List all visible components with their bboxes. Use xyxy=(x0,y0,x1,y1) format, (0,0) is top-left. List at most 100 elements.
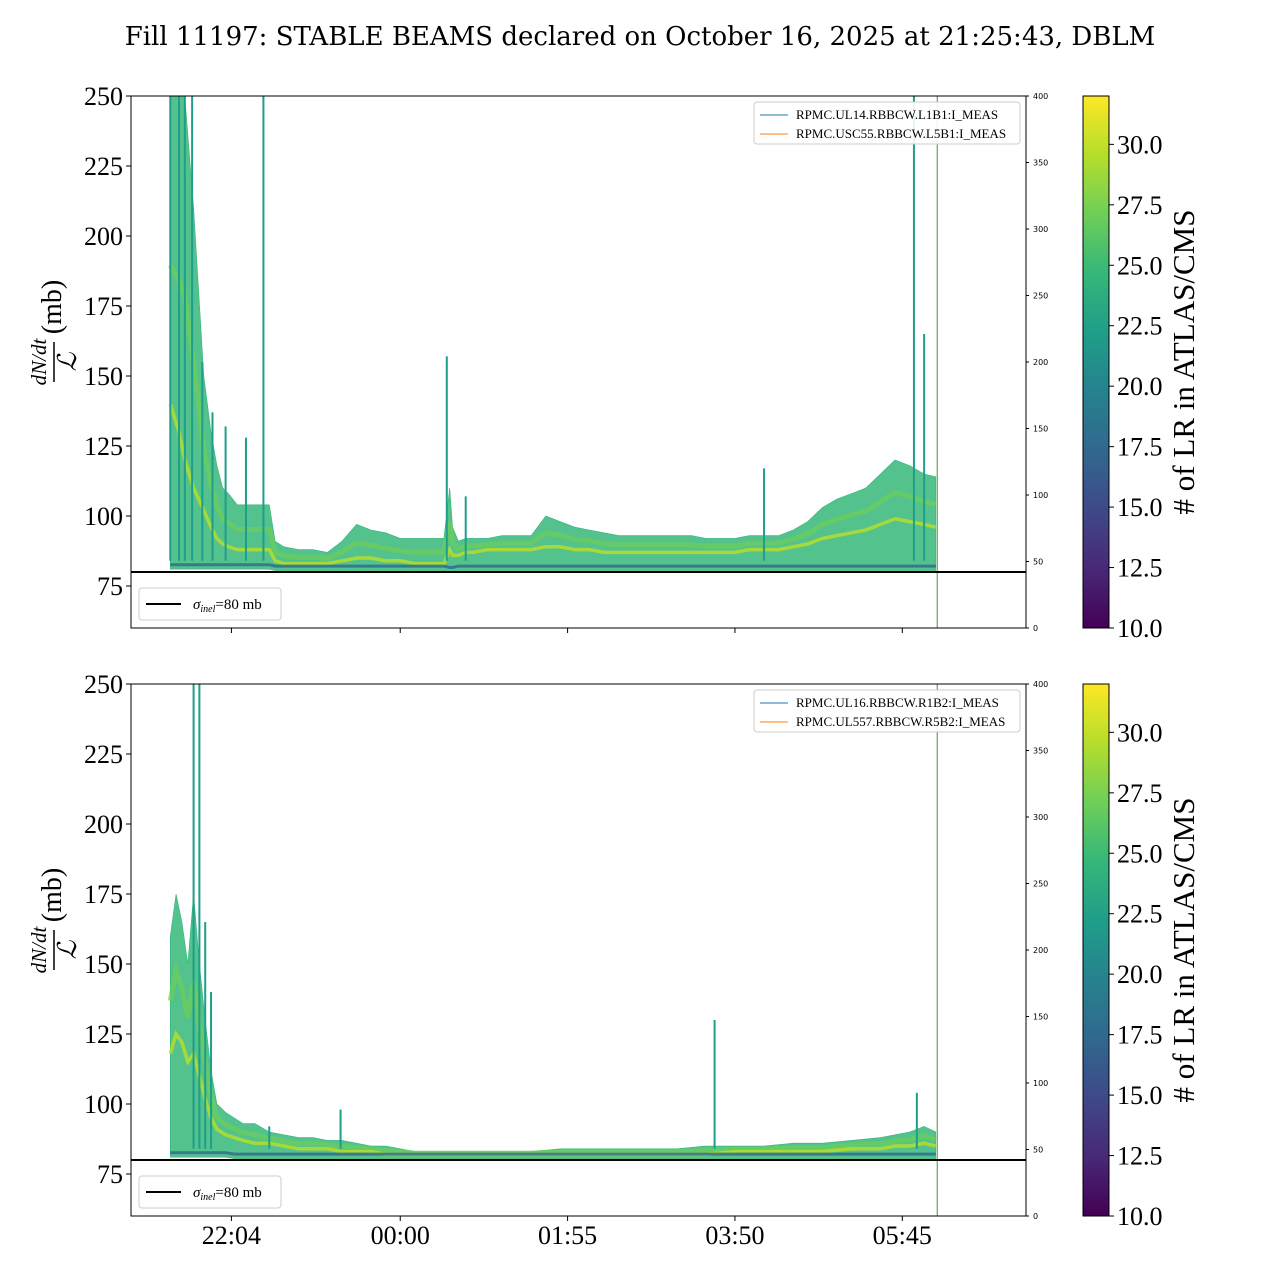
reference-legend: σinel=80 mb xyxy=(138,1175,282,1209)
colorbar-tick-label: 10.0 xyxy=(1117,614,1163,643)
y2-tick-label: 200 xyxy=(1033,946,1048,955)
legend-box xyxy=(753,101,1021,145)
series-legend: RPMC.UL14.RBBCW.L1B1:I_MEAS RPMC.USC55.RB… xyxy=(753,101,1021,145)
colorbar-tick-label: 30.0 xyxy=(1117,718,1163,747)
y2-tick-label: 250 xyxy=(1033,292,1048,301)
legend-entry: RPMC.UL16.RBBCW.R1B2:I_MEAS xyxy=(796,695,999,710)
colorbar-tick-label: 17.5 xyxy=(1117,1021,1163,1050)
y-tick-label: 75 xyxy=(97,572,123,601)
band-median-line xyxy=(168,403,937,566)
colorbar-tick-label: 12.5 xyxy=(1117,1142,1163,1171)
legend-entry: RPMC.UL14.RBBCW.L1B1:I_MEAS xyxy=(796,107,998,122)
y-tick-label: 225 xyxy=(84,740,123,769)
figure-title: Fill 11197: STABLE BEAMS declared on Oct… xyxy=(125,22,1156,52)
colorbar-tick-label: 27.5 xyxy=(1117,191,1163,220)
reference-legend: σinel=80 mb xyxy=(138,587,282,621)
x-tick-label: 05:45 xyxy=(873,1221,932,1250)
y2-tick-label: 50 xyxy=(1033,558,1043,567)
sigma-symbol: σ xyxy=(193,597,201,613)
y-tick-label: 200 xyxy=(84,810,123,839)
sigma-value: =80 mb xyxy=(215,597,261,613)
colorbar-tick-label: 10.0 xyxy=(1117,1202,1163,1231)
y2-tick-label: 300 xyxy=(1033,225,1048,234)
y-axis-label: dN/dt ℒ (mb) xyxy=(27,868,82,974)
y-tick-label: 250 xyxy=(84,670,123,699)
band-lower-layer xyxy=(170,1151,936,1156)
colorbar-tick-label: 15.0 xyxy=(1117,1081,1163,1110)
y-tick-label: 125 xyxy=(84,1020,123,1049)
colorbar-label: # of LR in ATLAS/CMS xyxy=(1166,798,1201,1103)
plot-area xyxy=(167,684,938,1216)
y-label-unit: (mb) xyxy=(37,868,68,922)
y-label-unit: (mb) xyxy=(37,280,68,334)
y2-tick-label: 0 xyxy=(1033,1212,1038,1221)
sigma-subscript: inel xyxy=(200,1192,215,1203)
colorbar-tick-label: 17.5 xyxy=(1117,433,1163,462)
colorbar-gradient xyxy=(1082,95,1110,629)
y-tick-label: 175 xyxy=(84,880,123,909)
x-tick-label: 00:00 xyxy=(371,1221,430,1250)
y2-tick-label: 350 xyxy=(1033,159,1048,168)
y-axis-label: dN/dt ℒ (mb) xyxy=(27,280,82,386)
colorbar-label: # of LR in ATLAS/CMS xyxy=(1166,210,1201,515)
y-label-denominator: ℒ xyxy=(53,939,82,959)
colorbar-tick-label: 22.5 xyxy=(1117,900,1163,929)
sigma-symbol: σ xyxy=(193,1185,201,1201)
y-tick-label: 175 xyxy=(84,292,123,321)
y2-tick-label: 50 xyxy=(1033,1146,1043,1155)
y2-tick-label: 100 xyxy=(1033,491,1048,500)
colorbar-tick-label: 27.5 xyxy=(1117,779,1163,808)
plot-area xyxy=(168,96,938,628)
panel-top: 75 100 125 150 175 200 225 250 0 50 100 150 200 250 30… xyxy=(27,82,1048,633)
reference-legend-label: σinel=80 mb xyxy=(193,1185,262,1203)
x-tick-label: 03:50 xyxy=(705,1221,764,1250)
colorbar-tick-label: 22.5 xyxy=(1117,312,1163,341)
y-tick-label: 125 xyxy=(84,432,123,461)
panel-bottom: 75 100 125 150 175 200 225 250 0 50 100 150 200 250 30… xyxy=(27,670,1048,1250)
reference-legend-label: σinel=80 mb xyxy=(193,597,262,615)
y-tick-label: 225 xyxy=(84,152,123,181)
y-tick-label: 150 xyxy=(84,362,123,391)
y-label-numerator: dN/dt xyxy=(27,338,51,386)
band-light-layer xyxy=(168,264,937,562)
y-label-denominator: ℒ xyxy=(53,351,82,371)
y2-tick-label: 0 xyxy=(1033,624,1038,633)
legend-entry: RPMC.UL557.RBBCW.R5B2:I_MEAS xyxy=(796,714,1005,729)
y2-tick-label: 300 xyxy=(1033,813,1048,822)
colorbar-tick-label: 15.0 xyxy=(1117,493,1163,522)
colorbar-tick-label: 20.0 xyxy=(1117,372,1163,401)
legend-box xyxy=(753,689,1021,733)
y2-tick-label: 400 xyxy=(1033,680,1048,689)
sigma-subscript: inel xyxy=(200,604,215,615)
x-tick-label: 22:04 xyxy=(202,1221,261,1250)
y-tick-label: 100 xyxy=(84,502,123,531)
y-tick-label: 250 xyxy=(84,82,123,111)
y-tick-label: 150 xyxy=(84,950,123,979)
y-tick-label: 200 xyxy=(84,222,123,251)
y2-tick-label: 150 xyxy=(1033,425,1048,434)
colorbar-tick-label: 25.0 xyxy=(1117,251,1163,280)
reference-legend-box xyxy=(138,587,282,621)
y2-tick-label: 350 xyxy=(1033,747,1048,756)
y-tick-label: 100 xyxy=(84,1090,123,1119)
y2-tick-label: 400 xyxy=(1033,92,1048,101)
y2-tick-label: 200 xyxy=(1033,358,1048,367)
y-label-numerator: dN/dt xyxy=(27,926,51,974)
series-legend: RPMC.UL16.RBBCW.R1B2:I_MEAS RPMC.UL557.RB… xyxy=(753,689,1021,733)
band-light-layer xyxy=(167,961,937,1156)
legend-entry: RPMC.USC55.RBBCW.L5B1:I_MEAS xyxy=(796,126,1006,141)
colorbar-gradient xyxy=(1082,683,1110,1217)
x-tick-label: 01:55 xyxy=(538,1221,597,1250)
colorbar-tick-label: 12.5 xyxy=(1117,554,1163,583)
colorbar-tick-label: 25.0 xyxy=(1117,839,1163,868)
colorbar-tick-label: 20.0 xyxy=(1117,960,1163,989)
y2-tick-label: 100 xyxy=(1033,1079,1048,1088)
reference-legend-box xyxy=(138,1175,282,1209)
band-lower-layer xyxy=(170,563,936,569)
colorbar-bottom: 10.0 12.5 15.0 17.5 20.0 22.5 25.0 27.5 30.0 # of… xyxy=(1082,683,1201,1231)
data-band xyxy=(170,96,937,573)
data-band xyxy=(170,893,937,1159)
sigma-value: =80 mb xyxy=(215,1185,261,1201)
colorbar-top: 10.0 12.5 15.0 17.5 20.0 22.5 25.0 27.5 30.0 # of… xyxy=(1082,95,1201,643)
